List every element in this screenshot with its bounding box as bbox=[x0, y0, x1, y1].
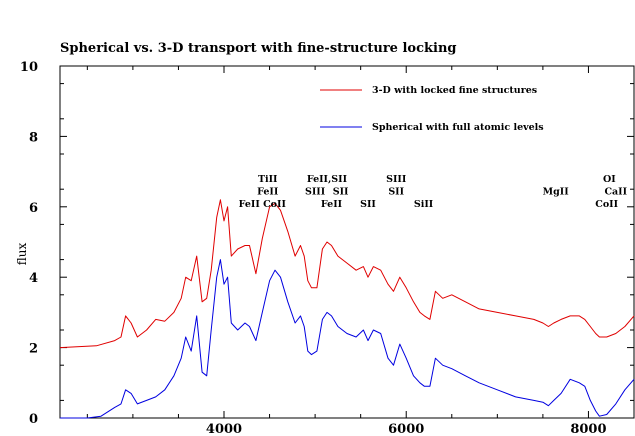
line-id-label: SII bbox=[360, 199, 376, 210]
line-id-label: SIII bbox=[386, 174, 407, 185]
line-id-label: OI bbox=[603, 174, 616, 185]
y-tick-label: 4 bbox=[29, 271, 38, 286]
line-id-label: FeII bbox=[257, 186, 279, 197]
chart-title: Spherical vs. 3-D transport with fine-st… bbox=[60, 41, 456, 56]
line-id-label: CaII bbox=[604, 186, 627, 197]
line-id-label: MgII bbox=[543, 186, 570, 197]
series-line-2 bbox=[60, 259, 635, 419]
y-tick-label: 10 bbox=[20, 60, 38, 75]
line-id-label: SiII bbox=[414, 199, 434, 210]
line-id-label: CoII bbox=[595, 199, 618, 210]
legend-label-2: Spherical with full atomic levels bbox=[372, 122, 544, 133]
x-tick-label: 8000 bbox=[570, 422, 606, 436]
plot-area bbox=[59, 65, 635, 419]
line-id-label: SIII bbox=[305, 186, 326, 197]
plot-frame bbox=[59, 65, 635, 419]
series-layer bbox=[59, 199, 635, 419]
line-id-label: SII bbox=[333, 186, 349, 197]
line-id-label: FeII CoII bbox=[239, 199, 287, 210]
y-tick-label: 6 bbox=[29, 201, 38, 216]
line-id-label: TiII bbox=[258, 174, 278, 185]
line-id-label: FeII,SII bbox=[307, 174, 348, 185]
y-tick-label: 2 bbox=[29, 342, 38, 357]
y-axis-label: flux bbox=[15, 243, 29, 266]
series-line-1 bbox=[59, 199, 635, 349]
axis-ticks: 0 2 4 6 8 10 4000 6000 8000 bbox=[20, 60, 635, 436]
legend-label-1: 3-D with locked fine structures bbox=[372, 85, 537, 96]
x-tick-label: 4000 bbox=[206, 422, 242, 436]
legend: 3-D with locked fine structures Spherical… bbox=[320, 85, 544, 133]
line-id-label: SII bbox=[388, 186, 404, 197]
y-tick-label: 0 bbox=[29, 412, 38, 427]
x-tick-label: 6000 bbox=[388, 422, 424, 436]
line-id-label: FeII bbox=[321, 199, 343, 210]
y-tick-label: 8 bbox=[29, 130, 38, 145]
